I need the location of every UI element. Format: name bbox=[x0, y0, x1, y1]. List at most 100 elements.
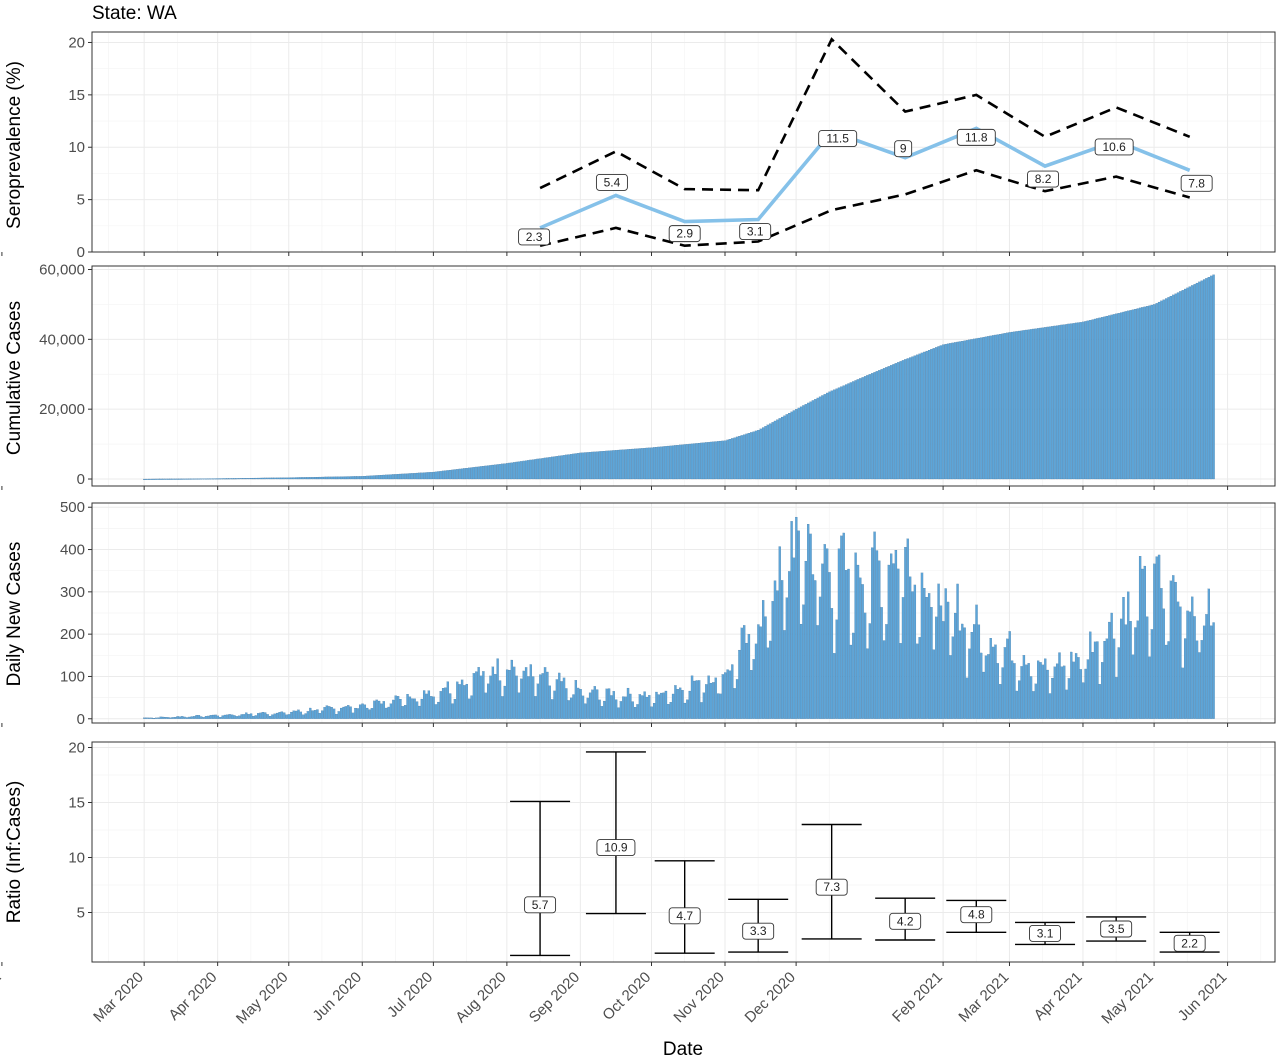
y-axis: 0 100 200 300 400 500 bbox=[1, 499, 1229, 728]
bar bbox=[1160, 300, 1163, 480]
x-tick-label: Apr 2021 bbox=[1031, 969, 1086, 1024]
data-label-box bbox=[1027, 170, 1059, 188]
bar bbox=[475, 466, 478, 480]
bar bbox=[358, 704, 362, 719]
bar bbox=[181, 478, 184, 480]
bar bbox=[916, 354, 919, 480]
bar bbox=[1018, 330, 1021, 480]
bar bbox=[913, 584, 917, 719]
y-tick-label: 0 bbox=[77, 244, 85, 261]
y-tick-label: 100 bbox=[60, 668, 85, 685]
bar bbox=[816, 397, 819, 480]
bar bbox=[347, 705, 350, 719]
bar bbox=[1131, 309, 1135, 480]
bar bbox=[513, 666, 516, 719]
bar bbox=[242, 478, 246, 480]
bar bbox=[762, 427, 765, 480]
data-label-box bbox=[960, 906, 993, 924]
data-label-text: 8.2 bbox=[1035, 172, 1052, 186]
bar bbox=[294, 710, 298, 719]
bar bbox=[901, 360, 905, 480]
bar bbox=[1013, 663, 1016, 719]
bar bbox=[247, 714, 250, 719]
bar bbox=[600, 451, 604, 480]
bar bbox=[880, 607, 883, 719]
bar bbox=[1165, 298, 1168, 480]
bar bbox=[1198, 652, 1201, 719]
bar bbox=[909, 357, 912, 480]
bar bbox=[712, 682, 715, 719]
y-tick-label: 20,000 bbox=[39, 401, 85, 418]
bar bbox=[598, 699, 601, 719]
bar bbox=[882, 640, 886, 719]
bar bbox=[643, 691, 646, 719]
bar bbox=[297, 709, 300, 719]
bar bbox=[987, 654, 990, 719]
bar bbox=[842, 532, 845, 719]
bar bbox=[951, 342, 954, 480]
bar bbox=[171, 478, 174, 480]
bar bbox=[783, 415, 786, 480]
bar bbox=[351, 712, 355, 719]
bar bbox=[847, 568, 850, 719]
bar bbox=[591, 689, 594, 719]
bar bbox=[932, 649, 935, 719]
bar bbox=[415, 472, 419, 480]
bar bbox=[811, 574, 815, 719]
bar bbox=[1093, 318, 1097, 480]
bar bbox=[439, 471, 442, 480]
bar bbox=[1013, 331, 1016, 480]
bar bbox=[856, 379, 860, 480]
bar bbox=[707, 442, 710, 480]
bar bbox=[1160, 588, 1163, 719]
bar bbox=[894, 550, 898, 719]
bar bbox=[935, 347, 938, 480]
bar bbox=[788, 413, 791, 480]
bar bbox=[396, 474, 400, 480]
bar bbox=[581, 695, 585, 719]
bar bbox=[769, 640, 772, 719]
bar bbox=[615, 450, 618, 480]
bar bbox=[977, 624, 981, 719]
bar bbox=[674, 685, 677, 719]
bar bbox=[430, 472, 433, 480]
chart-marks bbox=[143, 274, 1215, 480]
bar bbox=[1162, 299, 1165, 480]
bar bbox=[1037, 328, 1040, 480]
bar bbox=[1184, 638, 1187, 719]
bar bbox=[494, 674, 497, 719]
bar bbox=[887, 564, 890, 719]
data-label-text: 3.5 bbox=[1108, 922, 1125, 936]
bar bbox=[1070, 323, 1073, 480]
bar bbox=[278, 477, 281, 480]
bar bbox=[1191, 596, 1194, 719]
bar bbox=[1039, 327, 1042, 480]
data-label-box bbox=[1029, 924, 1061, 942]
bar bbox=[195, 478, 198, 480]
bar bbox=[705, 442, 708, 480]
daily-new-cases-panel: 0 100 200 300 400 500 bbox=[1, 499, 1276, 728]
bar bbox=[991, 646, 995, 719]
bar bbox=[325, 476, 329, 480]
bar bbox=[799, 623, 803, 719]
bar bbox=[842, 385, 845, 480]
bar bbox=[648, 447, 651, 480]
bar bbox=[1046, 669, 1049, 719]
bar bbox=[1210, 275, 1213, 480]
bar bbox=[956, 341, 959, 480]
bar bbox=[257, 713, 260, 719]
bar bbox=[505, 669, 509, 719]
data-label-text: 7.8 bbox=[1188, 176, 1205, 190]
bar bbox=[238, 478, 241, 480]
bar bbox=[973, 338, 976, 480]
bar bbox=[944, 588, 947, 719]
bar bbox=[1138, 556, 1142, 719]
bar bbox=[404, 705, 407, 719]
bar bbox=[174, 478, 177, 480]
bar bbox=[942, 344, 945, 480]
bar bbox=[1053, 325, 1056, 480]
bar bbox=[660, 692, 663, 719]
bar bbox=[468, 698, 471, 719]
bar bbox=[1034, 328, 1037, 480]
bar bbox=[470, 467, 473, 480]
